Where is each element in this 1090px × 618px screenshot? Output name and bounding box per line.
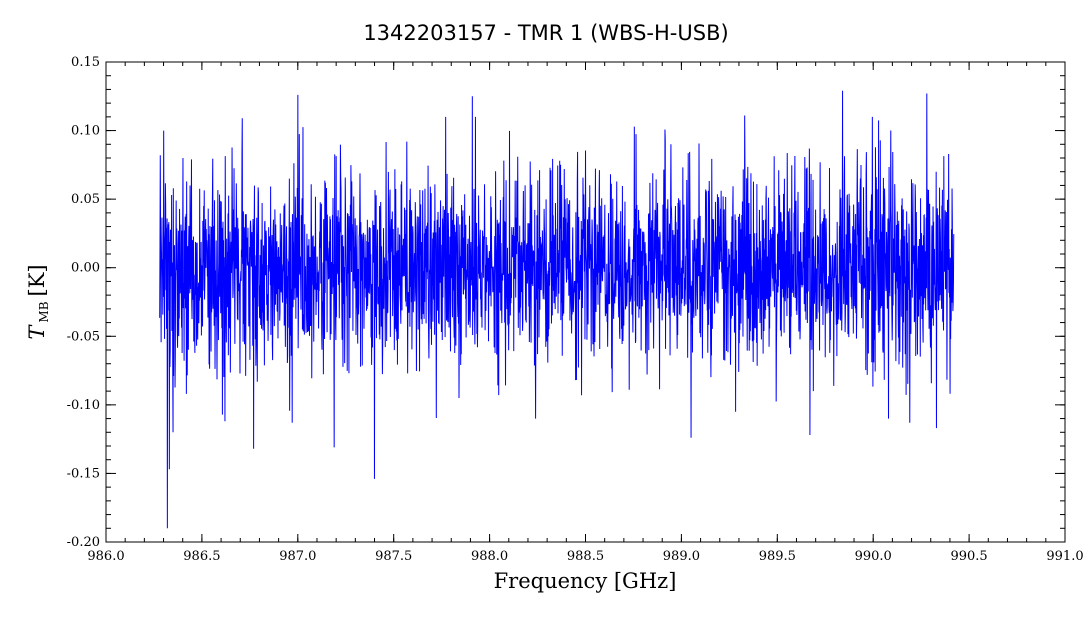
y-tick-label: 0.15 — [71, 55, 100, 70]
tick-label-layer: 986.0 986.5 987.0 987.5 988.0 988.5 989.0 989.5… — [67, 55, 1084, 564]
plot-area — [159, 90, 955, 529]
x-tick-label: 990.5 — [950, 549, 987, 564]
x-tick-label: 990.0 — [855, 549, 892, 564]
y-axis-label-unit: [K] — [25, 264, 49, 296]
x-tick-label: 987.0 — [279, 549, 316, 564]
chart-title: 1342203157 - TMR 1 (WBS-H-USB) — [363, 21, 728, 45]
y-tick-label: -0.15 — [67, 466, 100, 481]
plot-frame — [105, 61, 1066, 543]
x-tick-label: 988.5 — [567, 549, 604, 564]
y-axis-label-sub: MB — [37, 301, 51, 322]
x-tick-label: 988.0 — [471, 549, 508, 564]
x-tick-label: 989.5 — [759, 549, 796, 564]
x-tick-label: 986.5 — [183, 549, 220, 564]
y-axis-label-main: T — [25, 324, 49, 340]
y-tick-label: -0.10 — [67, 398, 100, 413]
y-tick-label: 0.05 — [71, 192, 100, 207]
y-tick-label: -0.20 — [67, 535, 100, 550]
x-tick-label: 991.0 — [1046, 549, 1083, 564]
y-tick-label: 0.10 — [71, 124, 100, 139]
x-axis-label: Frequency [GHz] — [494, 569, 677, 593]
series-line — [159, 90, 955, 529]
y-tick-label: -0.05 — [67, 329, 100, 344]
x-tick-label: 986.0 — [87, 549, 124, 564]
x-tick-label: 989.0 — [663, 549, 700, 564]
y-tick-label: 0.00 — [71, 261, 100, 276]
x-tick-label: 987.5 — [375, 549, 412, 564]
svg-text:TMB[K]: T MB [K] — [25, 264, 51, 339]
y-axis-label: T MB [K] — [25, 264, 51, 339]
